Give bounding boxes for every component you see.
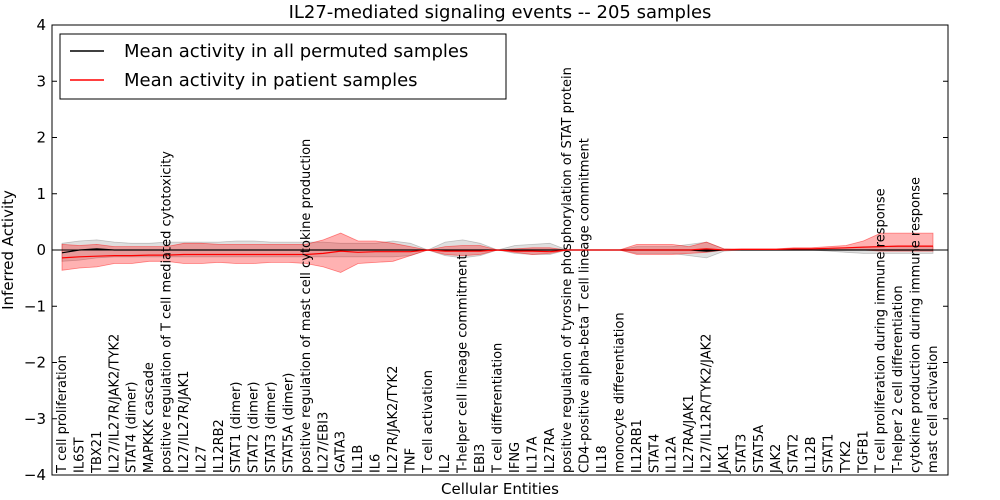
x-tick-label: T-helper cell lineage commitment (456, 255, 471, 474)
x-tick-label: TGFB1 (856, 430, 871, 474)
x-tick-label: positive regulation of T cell mediated c… (160, 151, 175, 473)
x-tick-label: positive regulation of tyrosine phosphor… (560, 67, 575, 473)
plot-frame (51, 24, 949, 476)
legend-label-patient: Mean activity in patient samples (124, 70, 418, 91)
x-tick-label: STAT3 (dimer) (264, 382, 279, 473)
x-tick-label: GATA3 (334, 431, 349, 473)
x-tick-label: IL27/IL27R/JAK2/TYK2 (107, 334, 122, 473)
x-tick-label: IL2 (438, 454, 453, 473)
x-tick-label: EBI3 (473, 444, 488, 473)
x-tick-label: mast cell activation (926, 345, 941, 473)
x-tick-label: IL6 (369, 454, 384, 473)
x-axis-label: Cellular Entities (441, 480, 559, 498)
x-tick-label: STAT4 (dimer) (125, 382, 140, 473)
x-tick-label: CD4-positive alpha-beta T cell lineage c… (578, 138, 593, 473)
y-axis-ticks: 4 3 2 1 0 −1 −2 −3 −4 (24, 16, 948, 484)
confidence-bands (61, 232, 934, 273)
x-tick-label: IL27 (194, 445, 209, 473)
x-tick-label: JAK1 (717, 444, 732, 474)
x-tick-label: IL1B (351, 445, 366, 473)
x-tick-label: IL27/IL27R/JAK1 (177, 371, 192, 473)
x-tick-label: STAT5A (752, 425, 767, 473)
x-tick-label: IL27/EBI3 (316, 412, 331, 473)
y-tick-label: 2 (36, 129, 46, 147)
x-tick-label: cytokine production during immune respon… (909, 177, 924, 473)
x-tick-label: STAT1 (dimer) (229, 382, 244, 473)
x-tick-label: T cell proliferation (55, 355, 70, 474)
x-tick-label: TBX21 (90, 431, 105, 474)
x-tick-label: T cell differentiation (491, 343, 506, 474)
x-tick-label: IL12RB1 (630, 419, 645, 473)
x-tick-label: TNF (403, 448, 418, 474)
x-tick-label: monocyte differentiation (612, 312, 627, 473)
band-permuted (61, 239, 934, 262)
legend-box (59, 33, 507, 100)
x-tick-label: JAK2 (769, 444, 784, 474)
band-patient (61, 232, 934, 273)
series-line-patient (61, 245, 933, 259)
x-axis-tick-labels: T cell proliferation IL6ST TBX21 IL27/IL27R… (55, 67, 941, 474)
x-tick-label: IL12A (665, 436, 680, 473)
y-tick-label: 0 (36, 241, 46, 259)
x-tick-label: IL6ST (72, 437, 87, 473)
y-tick-label: −3 (24, 410, 46, 428)
legend: Mean activity in all permuted samples Me… (59, 33, 507, 100)
y-tick-label: −4 (24, 466, 46, 484)
x-tick-label: IL27RA (543, 428, 558, 473)
x-tick-label: STAT2 (dimer) (247, 382, 262, 473)
x-tick-label: MAPKKK cascade (142, 362, 157, 473)
x-tick-label: TYK2 (839, 440, 854, 474)
y-tick-label: 1 (36, 185, 46, 203)
x-tick-label: T-helper 2 cell differentiation (891, 285, 906, 474)
y-tick-label: −2 (24, 354, 46, 372)
x-tick-label: IL12RB2 (212, 419, 227, 473)
y-tick-label: 3 (36, 72, 46, 90)
x-tick-label: STAT3 (734, 434, 749, 473)
x-tick-label: IL12B (804, 436, 819, 473)
x-tick-label: T cell activation (421, 370, 436, 474)
x-tick-label: T cell proliferation during immune respo… (874, 188, 889, 474)
y-tick-label: −1 (24, 297, 46, 315)
x-tick-label: IL27/IL12R/TYK2/JAK2 (700, 334, 715, 473)
x-tick-label: STAT1 (822, 434, 837, 473)
series-lines (52, 245, 948, 259)
chart-title: IL27-mediated signaling events -- 205 sa… (289, 2, 712, 23)
legend-label-permuted: Mean activity in all permuted samples (124, 41, 468, 62)
x-tick-label: IL18 (595, 445, 610, 473)
x-tick-label: STAT2 (787, 434, 802, 473)
x-tick-label: STAT5A (dimer) (282, 373, 297, 473)
x-tick-label: IL27RA/JAK1 (682, 394, 697, 473)
x-tick-label: STAT4 (647, 434, 662, 473)
x-tick-label: IFNG (508, 442, 523, 473)
x-tick-label: IL17A (525, 436, 540, 473)
x-tick-label: positive regulation of mast cell cytokin… (299, 139, 314, 473)
x-tick-label: IL27R/JAK2/TYK2 (386, 366, 401, 473)
y-axis-label: Inferred Activity (0, 190, 17, 310)
y-tick-label: 4 (36, 16, 46, 34)
